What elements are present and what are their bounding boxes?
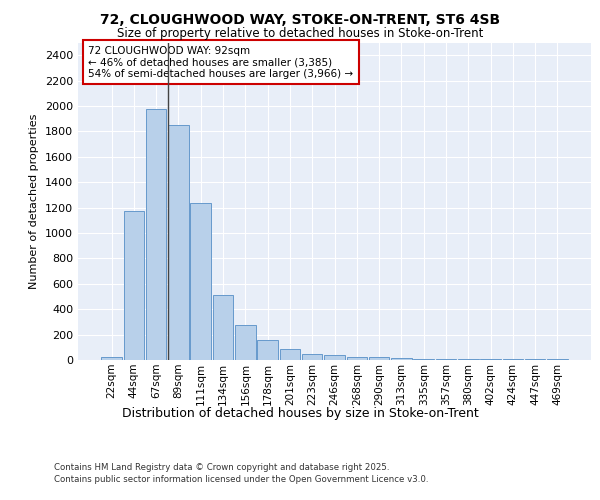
Text: 72 CLOUGHWOOD WAY: 92sqm
← 46% of detached houses are smaller (3,385)
54% of sem: 72 CLOUGHWOOD WAY: 92sqm ← 46% of detach… <box>88 46 353 79</box>
Bar <box>347 357 367 360</box>
Bar <box>124 211 144 360</box>
Bar <box>280 348 300 360</box>
Bar <box>369 358 389 360</box>
Bar <box>391 358 412 360</box>
Text: 72, CLOUGHWOOD WAY, STOKE-ON-TRENT, ST6 4SB: 72, CLOUGHWOOD WAY, STOKE-ON-TRENT, ST6 … <box>100 12 500 26</box>
Text: Size of property relative to detached houses in Stoke-on-Trent: Size of property relative to detached ho… <box>117 28 483 40</box>
Bar <box>235 325 256 360</box>
Y-axis label: Number of detached properties: Number of detached properties <box>29 114 40 289</box>
Bar <box>257 340 278 360</box>
Bar <box>324 355 345 360</box>
Text: Contains public sector information licensed under the Open Government Licence v3: Contains public sector information licen… <box>54 475 428 484</box>
Bar <box>190 202 211 360</box>
Bar <box>101 357 122 360</box>
Text: Distribution of detached houses by size in Stoke-on-Trent: Distribution of detached houses by size … <box>122 408 478 420</box>
Bar <box>168 125 189 360</box>
Bar <box>213 294 233 360</box>
Bar <box>302 354 322 360</box>
Bar <box>146 109 166 360</box>
Text: Contains HM Land Registry data © Crown copyright and database right 2025.: Contains HM Land Registry data © Crown c… <box>54 464 389 472</box>
